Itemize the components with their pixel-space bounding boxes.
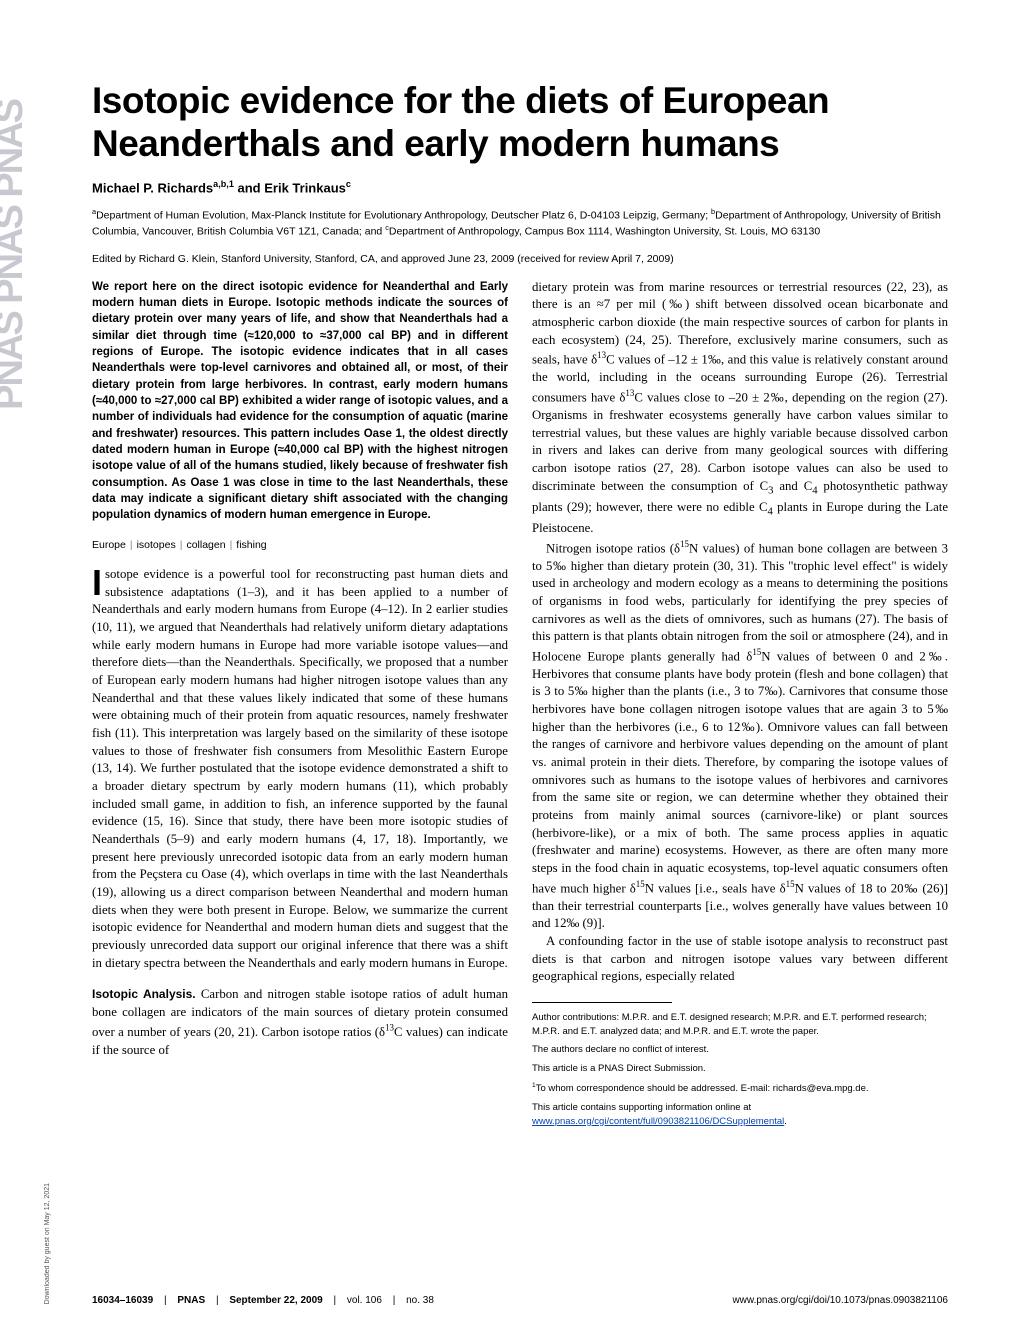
footnotes: Author contributions: M.P.R. and E.T. de… xyxy=(532,1011,948,1129)
col2-paragraph-1: dietary protein was from marine resource… xyxy=(532,279,948,538)
keyword: isotopes xyxy=(137,539,176,551)
intro-paragraph: Isotope evidence is a powerful tool for … xyxy=(92,566,508,972)
section-isotopic-analysis: Isotopic Analysis. Carbon and nitrogen s… xyxy=(92,986,508,1059)
supplemental-link[interactable]: www.pnas.org/cgi/content/full/0903821106… xyxy=(532,1116,784,1127)
dropcap: I xyxy=(92,566,105,599)
direct-submission: This article is a PNAS Direct Submission… xyxy=(532,1062,948,1076)
conflict-statement: The authors declare no conflict of inter… xyxy=(532,1043,948,1057)
keyword: collagen xyxy=(186,539,225,551)
section-heading: Isotopic Analysis. xyxy=(92,987,196,1001)
edited-by: Edited by Richard G. Klein, Stanford Uni… xyxy=(92,253,948,265)
two-column-layout: We report here on the direct isotopic ev… xyxy=(92,279,948,1134)
footer-right: www.pnas.org/cgi/doi/10.1073/pnas.090382… xyxy=(732,1295,948,1306)
page-content: Isotopic evidence for the diets of Europ… xyxy=(0,0,1020,1173)
affiliations: aDepartment of Human Evolution, Max-Plan… xyxy=(92,207,948,238)
volume: vol. 106 xyxy=(347,1295,382,1306)
right-column: dietary protein was from marine resource… xyxy=(532,279,948,1134)
journal-name: PNAS xyxy=(177,1295,205,1306)
issue-number: no. 38 xyxy=(406,1295,434,1306)
authors: Michael P. Richardsa,b,1 and Erik Trinka… xyxy=(92,179,948,195)
supporting-info: This article contains supporting informa… xyxy=(532,1101,948,1129)
page-footer: 16034–16039 | PNAS | September 22, 2009 … xyxy=(92,1295,948,1306)
issue-date: September 22, 2009 xyxy=(229,1295,322,1306)
intro-text: sotope evidence is a powerful tool for r… xyxy=(92,567,508,969)
page-range: 16034–16039 xyxy=(92,1295,153,1306)
col2-paragraph-2: Nitrogen isotope ratios (δ15N values) of… xyxy=(532,538,948,933)
footnote-rule xyxy=(532,1002,672,1003)
correspondence: 1To whom correspondence should be addres… xyxy=(532,1081,948,1096)
keywords: Europe|isotopes|collagen|fishing xyxy=(92,538,508,552)
left-column: We report here on the direct isotopic ev… xyxy=(92,279,508,1134)
watermark-text: PNAS PNAS PNAS xyxy=(0,100,27,410)
article-title: Isotopic evidence for the diets of Europ… xyxy=(92,80,948,165)
keyword: Europe xyxy=(92,539,126,551)
author-contributions: Author contributions: M.P.R. and E.T. de… xyxy=(532,1011,948,1039)
download-note: Downloaded by guest on May 12, 2021 xyxy=(44,1183,51,1304)
keyword: fishing xyxy=(236,539,266,551)
footer-left: 16034–16039 | PNAS | September 22, 2009 … xyxy=(92,1295,434,1306)
pnas-watermark: PNAS PNAS PNAS xyxy=(0,0,30,1344)
abstract: We report here on the direct isotopic ev… xyxy=(92,279,508,524)
col2-paragraph-3: A confounding factor in the use of stabl… xyxy=(532,933,948,986)
